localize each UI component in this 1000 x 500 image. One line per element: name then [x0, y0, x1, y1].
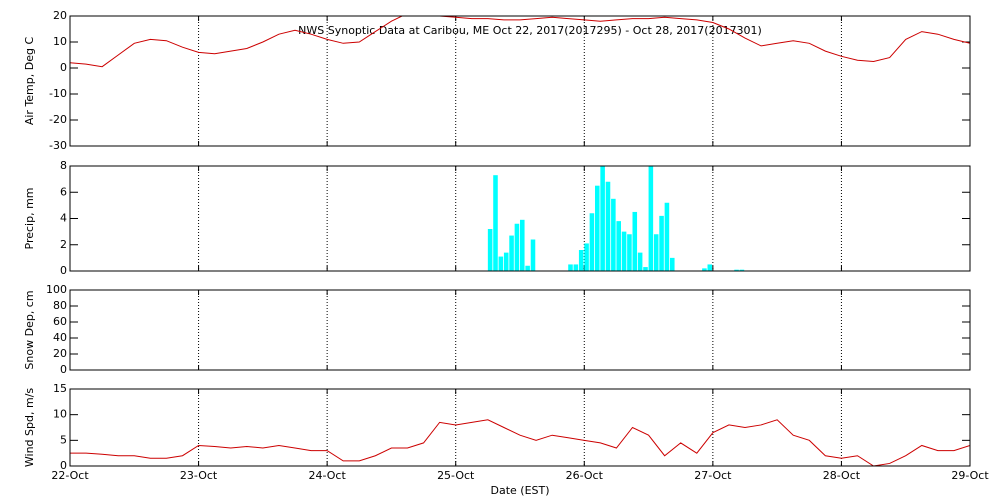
y-tick-label: -10: [49, 87, 67, 100]
y-tick-label: 0: [60, 61, 67, 74]
bar: [595, 185, 600, 271]
bar: [670, 257, 675, 271]
bar: [659, 215, 664, 271]
x-tick-label: 25-Oct: [437, 469, 475, 482]
bar: [503, 252, 509, 271]
bar: [493, 175, 498, 271]
bar: [498, 256, 504, 271]
plot-area: [70, 16, 970, 68]
y-tick-label: 10: [53, 35, 67, 48]
bar: [707, 264, 713, 271]
bar: [637, 252, 643, 271]
y-axis-label: Snow Dep, cm: [23, 290, 36, 369]
bar: [525, 265, 530, 271]
x-tick-label: 24-Oct: [308, 469, 346, 482]
bar: [632, 211, 638, 271]
bar: [621, 231, 627, 271]
y-tick-label: 10: [53, 408, 67, 421]
bar: [734, 269, 739, 271]
axes-box: [69, 289, 971, 371]
y-tick-label: 20: [53, 347, 67, 360]
y-tick-label: -30: [49, 139, 67, 152]
y-tick-label: 0: [60, 363, 67, 376]
y-tick-label: -20: [49, 113, 67, 126]
y-tick-label: 8: [60, 159, 67, 172]
x-tick-label: 28-Oct: [823, 469, 861, 482]
y-tick-label: 5: [60, 433, 67, 446]
x-tick-label: 22-Oct: [51, 469, 89, 482]
bar: [509, 235, 514, 271]
y-tick-label: 20: [53, 9, 67, 22]
bar: [643, 267, 648, 271]
plot-area: [70, 419, 970, 466]
y-tick-label: 0: [60, 264, 67, 277]
bar: [573, 264, 579, 271]
y-axis-label: Air Temp, Deg C: [23, 37, 36, 126]
bar: [702, 268, 707, 271]
bar: [627, 234, 632, 271]
chart-title: NWS Synoptic Data at Caribou, ME Oct 22,…: [298, 24, 762, 37]
bar: [739, 269, 745, 271]
bar: [648, 166, 654, 271]
x-tick-label: 29-Oct: [951, 469, 989, 482]
bar: [653, 234, 659, 271]
x-tick-label: 26-Oct: [566, 469, 604, 482]
y-tick-label: 15: [53, 382, 67, 395]
data-line: [70, 419, 970, 466]
y-tick-label: 4: [60, 212, 67, 225]
y-tick-label: 0: [60, 459, 67, 472]
bar: [520, 219, 525, 271]
axes-box: [69, 388, 971, 467]
y-tick-label: 60: [53, 315, 67, 328]
x-tick-label: 23-Oct: [180, 469, 218, 482]
bar: [514, 223, 520, 271]
plot-area: [487, 166, 745, 271]
y-axis-label: Wind Spd, m/s: [23, 388, 36, 468]
bar: [616, 221, 621, 271]
bar: [530, 239, 536, 271]
x-axis-label: Date (EST): [490, 484, 549, 497]
y-tick-label: 100: [46, 283, 67, 296]
axes-box: [69, 15, 971, 147]
data-line: [70, 16, 970, 68]
y-tick-label: 40: [53, 331, 67, 344]
x-tick-label: 27-Oct: [694, 469, 732, 482]
bar: [578, 250, 584, 271]
y-tick-label: 80: [53, 299, 67, 312]
bar: [584, 243, 589, 271]
y-axis-label: Precip, mm: [23, 188, 36, 250]
bar: [487, 229, 493, 271]
bar: [605, 181, 611, 271]
bar: [664, 202, 670, 271]
y-tick-label: 2: [60, 238, 67, 251]
axes-box: [69, 165, 971, 272]
bar: [589, 213, 595, 271]
bar: [568, 264, 573, 271]
bar: [611, 198, 616, 271]
bar: [600, 166, 605, 271]
y-tick-label: 6: [60, 185, 67, 198]
